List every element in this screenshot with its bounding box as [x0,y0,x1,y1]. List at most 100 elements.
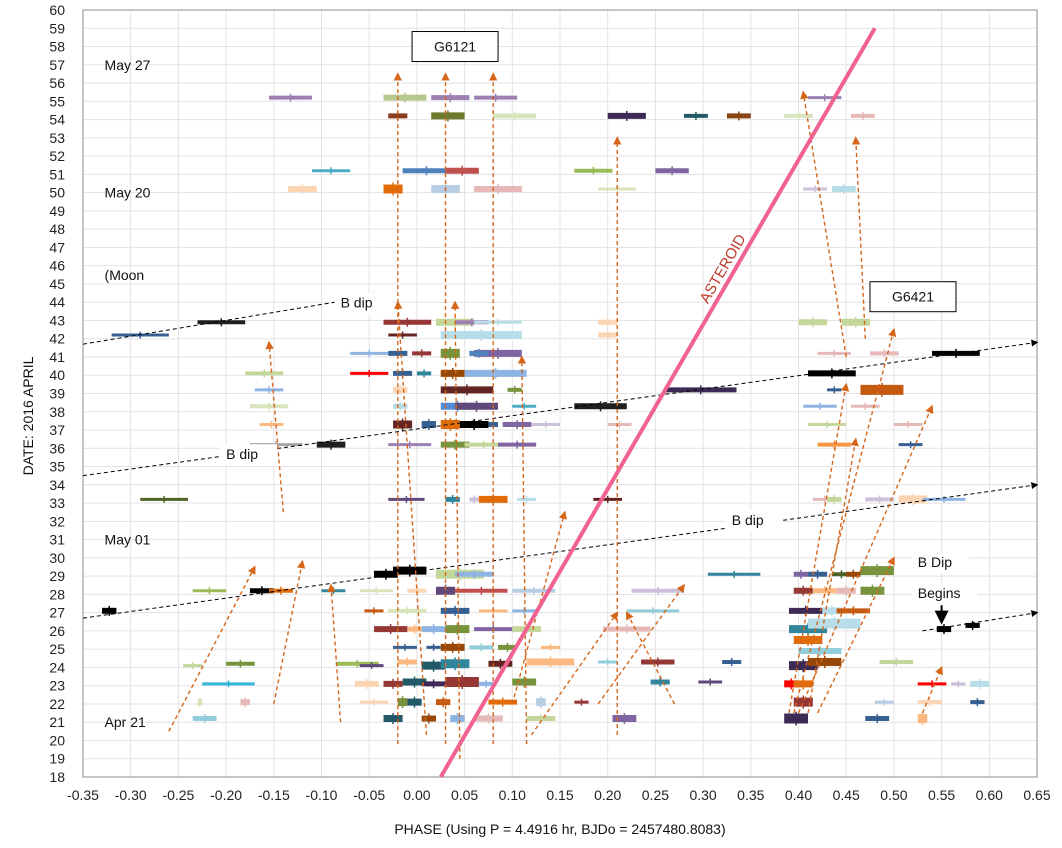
annotations: May 27 May 20 (Moon May 01 Apr 21 G6121 G6421 B… [105,31,978,730]
x-tick-label: 0.10 [499,787,526,803]
y-tick-label: 25 [49,641,65,657]
shift-arrows [168,72,943,759]
phase-shift-arrow [816,556,895,714]
phase-shift-arrow [265,340,285,513]
x-tick-label: 0.55 [928,787,955,803]
plot-border [82,9,1038,778]
x-tick-label: 0.40 [785,787,812,803]
phase-shift-arrow [626,611,676,705]
b-dip-annotation: B Dip [918,554,952,570]
y-tick-label: 26 [49,623,65,639]
x-tick-label: 0.65 [1023,787,1050,803]
x-tick-label: 0.00 [403,787,430,803]
y-tick-label: 35 [49,459,65,475]
x-tick-label: 0.45 [833,787,860,803]
y-tick-label: 46 [49,258,65,274]
annotation-bg [220,444,278,466]
b-dip-line [82,292,381,345]
x-tick-label: 0.25 [642,787,669,803]
x-tick-label: 0.30 [689,787,716,803]
b-dip-annotation: B dip [732,512,764,528]
phase-shift-arrow [921,665,943,714]
y-tick-label: 44 [49,294,65,310]
y-tick-label: 24 [49,659,65,675]
x-tick-label: -0.30 [115,787,147,803]
y-tick-label: 59 [49,20,65,36]
b-dip-annotation: B dip [226,446,258,462]
b-dip-line [922,610,1039,632]
y-tick-label: 50 [49,185,65,201]
y-tick-label: 41 [49,349,65,365]
x-axis-title: PHASE (Using P = 4.4916 hr, BJDo = 24574… [394,821,725,837]
y-tick-label: 54 [49,112,65,128]
y-tick-labels: 18 19 20 21 22 23 24 25 26 27 28 29 30 31 32 33 34 35 36 37… [49,2,65,785]
y-tick-label: 51 [49,166,65,182]
y-tick-label: 38 [49,404,65,420]
y-axis-title: DATE: 2016 APRIL [20,356,36,475]
y-tick-label: 39 [49,386,65,402]
y-tick-label: 32 [49,513,65,529]
y-tick-label: 47 [49,239,65,255]
phase-shift-arrow [450,300,461,759]
x-tick-label: -0.15 [258,787,290,803]
y-tick-label: 43 [49,312,65,328]
phase-shift-arrow [597,583,686,705]
b-dip-trend-lines [82,292,1039,632]
y-tick-label: 20 [49,732,65,748]
y-tick-label: 42 [49,331,65,347]
phase-shift-arrow [327,583,342,723]
phase-shift-arrow [851,136,866,339]
y-tick-label: 29 [49,568,65,584]
b-dip-annotation: Begins [918,585,961,601]
date-label: May 27 [105,57,151,73]
phase-shift-arrow [807,437,859,714]
y-tick-label: 31 [49,532,65,548]
phase-shift-arrow [530,611,619,736]
x-tick-label: 0.50 [880,787,907,803]
y-tick-label: 49 [49,203,65,219]
observation-segments [102,92,990,726]
grid-lines [82,9,1038,778]
y-tick-label: 18 [49,769,65,785]
y-tick-label: 19 [49,751,65,767]
date-label: May 01 [105,532,151,548]
phase-shift-arrow [517,355,528,745]
y-tick-label: 40 [49,367,65,383]
y-tick-label: 28 [49,586,65,602]
y-tick-label: 33 [49,495,65,511]
x-tick-label: 0.60 [976,787,1003,803]
y-tick-label: 48 [49,221,65,237]
annotation-bg [334,292,392,314]
y-tick-label: 27 [49,605,65,621]
star-label-box [411,31,499,63]
y-tick-label: 36 [49,440,65,456]
y-tick-label: 45 [49,276,65,292]
annotation-bg [725,509,783,531]
phase-shift-arrow [800,90,847,358]
asteroid-label: ASTEROID [696,231,749,306]
phase-shift-arrow [168,565,256,732]
y-tick-label: 23 [49,678,65,694]
y-tick-label: 56 [49,75,65,91]
y-tick-label: 22 [49,696,65,712]
star-label: G6421 [892,289,934,305]
b-dip-annotation: B dip [341,295,373,311]
x-tick-label: -0.25 [162,787,194,803]
y-tick-label: 30 [49,550,65,566]
x-tick-label: 0.35 [737,787,764,803]
phase-shift-arrow [394,300,428,736]
plot-area [82,9,1038,778]
y-tick-label: 55 [49,93,65,109]
x-tick-label: 0.20 [594,787,621,803]
y-tick-label: 34 [49,477,65,493]
x-tick-label: 0.15 [546,787,573,803]
x-tick-label: -0.05 [353,787,385,803]
y-tick-label: 21 [49,714,65,730]
date-label: Apr 21 [105,714,146,730]
star-label-box [869,281,957,313]
x-tick-labels: -0.35 -0.30 -0.25 -0.20 -0.15 -0.10 -0.05 0.00 0… [67,787,1051,803]
y-tick-label: 58 [49,39,65,55]
x-tick-label: -0.20 [210,787,242,803]
y-tick-label: 37 [49,422,65,438]
